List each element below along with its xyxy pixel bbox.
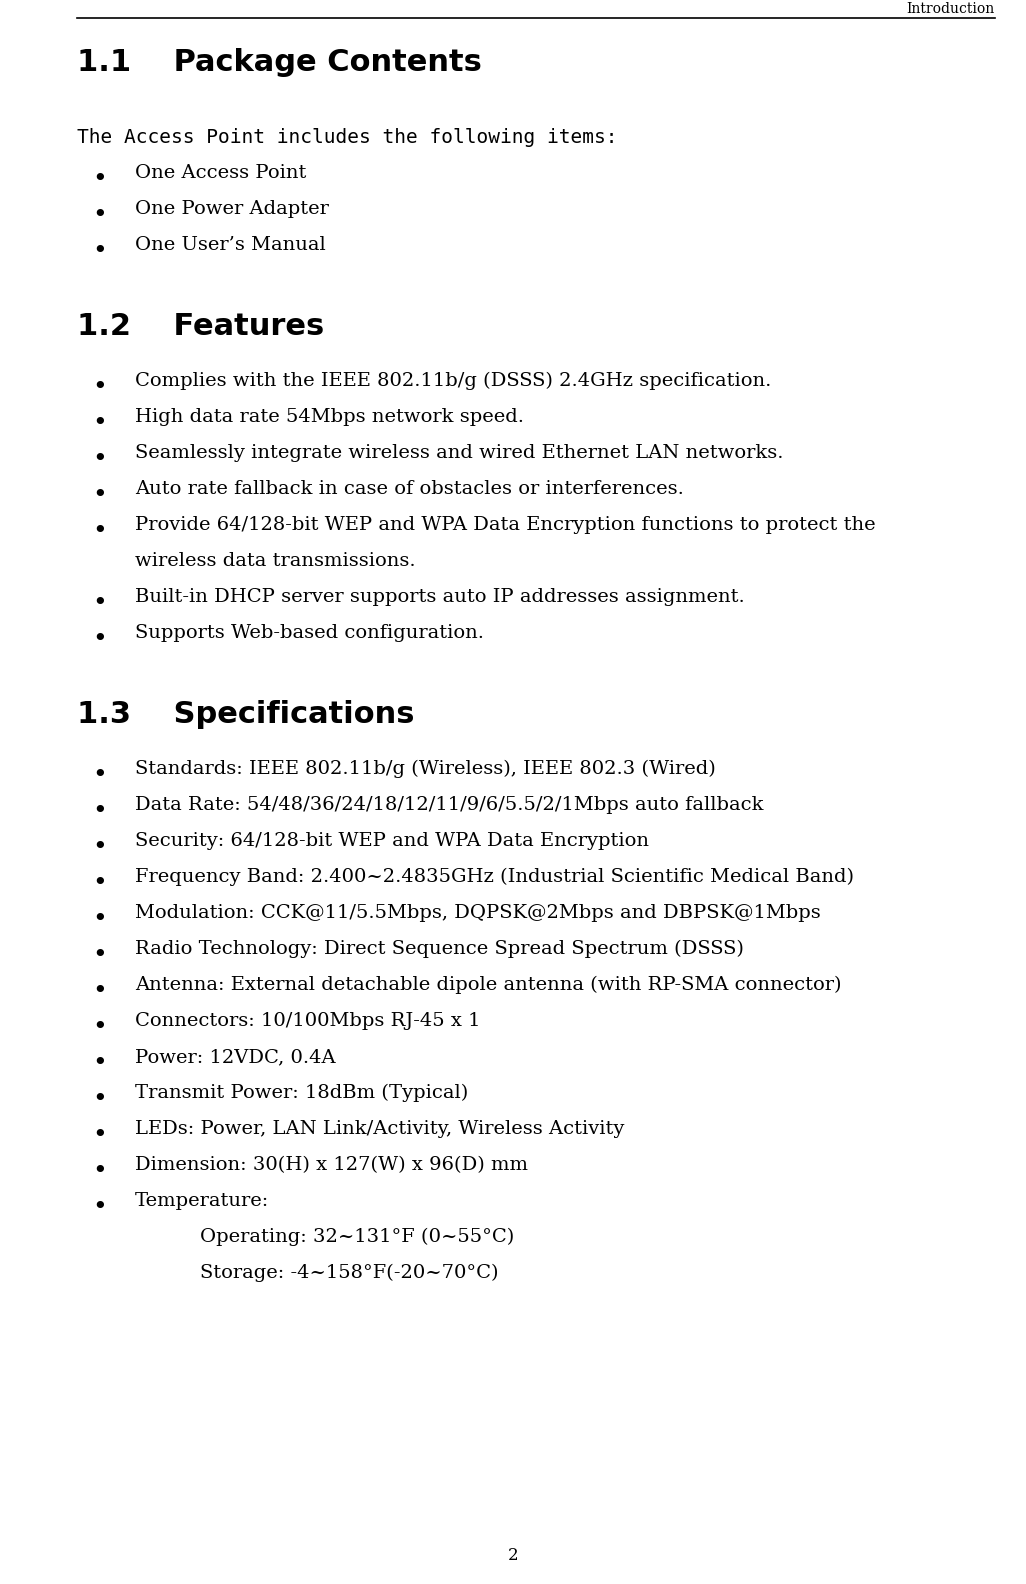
Text: The Access Point includes the following items:: The Access Point includes the following … (77, 128, 618, 147)
Text: Auto rate fallback in case of obstacles or interferences.: Auto rate fallback in case of obstacles … (135, 480, 684, 497)
Text: •: • (92, 980, 108, 1003)
Text: •: • (92, 873, 108, 895)
Text: Connectors: 10/100Mbps RJ-45 x 1: Connectors: 10/100Mbps RJ-45 x 1 (135, 1012, 480, 1030)
Text: Temperature:: Temperature: (135, 1193, 269, 1210)
Text: •: • (92, 485, 108, 507)
Text: •: • (92, 1125, 108, 1147)
Text: •: • (92, 627, 108, 651)
Text: •: • (92, 1196, 108, 1220)
Text: 2: 2 (508, 1546, 518, 1563)
Text: 1.3    Specifications: 1.3 Specifications (77, 700, 415, 729)
Text: Transmit Power: 18dBm (Typical): Transmit Power: 18dBm (Typical) (135, 1083, 468, 1102)
Text: •: • (92, 1088, 108, 1110)
Text: •: • (92, 168, 108, 192)
Text: Storage: -4~158°F(-20~70°C): Storage: -4~158°F(-20~70°C) (200, 1264, 499, 1283)
Text: •: • (92, 836, 108, 859)
Text: •: • (92, 1052, 108, 1076)
Text: •: • (92, 412, 108, 436)
Text: •: • (92, 592, 108, 615)
Text: Supports Web-based configuration.: Supports Web-based configuration. (135, 624, 484, 642)
Text: Security: 64/128-bit WEP and WPA Data Encryption: Security: 64/128-bit WEP and WPA Data En… (135, 832, 649, 851)
Text: One User’s Manual: One User’s Manual (135, 236, 325, 253)
Text: LEDs: Power, LAN Link/Activity, Wireless Activity: LEDs: Power, LAN Link/Activity, Wireless… (135, 1120, 625, 1137)
Text: Dimension: 30(H) x 127(W) x 96(D) mm: Dimension: 30(H) x 127(W) x 96(D) mm (135, 1156, 528, 1174)
Text: •: • (92, 520, 108, 543)
Text: •: • (92, 908, 108, 931)
Text: •: • (92, 944, 108, 966)
Text: Data Rate: 54/48/36/24/18/12/11/9/6/5.5/2/1Mbps auto fallback: Data Rate: 54/48/36/24/18/12/11/9/6/5.5/… (135, 797, 763, 814)
Text: Radio Technology: Direct Sequence Spread Spectrum (DSSS): Radio Technology: Direct Sequence Spread… (135, 939, 744, 958)
Text: Complies with the IEEE 802.11b/g (DSSS) 2.4GHz specification.: Complies with the IEEE 802.11b/g (DSSS) … (135, 372, 772, 390)
Text: •: • (92, 1015, 108, 1039)
Text: Seamlessly integrate wireless and wired Ethernet LAN networks.: Seamlessly integrate wireless and wired … (135, 444, 784, 463)
Text: 1.2    Features: 1.2 Features (77, 312, 324, 341)
Text: High data rate 54Mbps network speed.: High data rate 54Mbps network speed. (135, 409, 530, 426)
Text: Frequency Band: 2.400~2.4835GHz (Industrial Scientific Medical Band): Frequency Band: 2.400~2.4835GHz (Industr… (135, 868, 854, 887)
Text: Operating: 32~131°F (0~55°C): Operating: 32~131°F (0~55°C) (200, 1228, 514, 1247)
Text: •: • (92, 241, 108, 263)
Text: •: • (92, 1159, 108, 1183)
Text: Power: 12VDC, 0.4A: Power: 12VDC, 0.4A (135, 1049, 336, 1066)
Text: •: • (92, 448, 108, 470)
Text: Antenna: External detachable dipole antenna (with RP-SMA connector): Antenna: External detachable dipole ante… (135, 976, 841, 995)
Text: Introduction: Introduction (907, 2, 995, 16)
Text: Standards: IEEE 802.11b/g (Wireless), IEEE 802.3 (Wired): Standards: IEEE 802.11b/g (Wireless), IE… (135, 760, 716, 778)
Text: 1.1    Package Contents: 1.1 Package Contents (77, 48, 482, 78)
Text: Modulation: CCK@11/5.5Mbps, DQPSK@2Mbps and DBPSK@1Mbps: Modulation: CCK@11/5.5Mbps, DQPSK@2Mbps … (135, 904, 821, 922)
Text: One Power Adapter: One Power Adapter (135, 200, 329, 219)
Text: •: • (92, 375, 108, 399)
Text: One Access Point: One Access Point (135, 165, 307, 182)
Text: •: • (92, 800, 108, 824)
Text: •: • (92, 204, 108, 227)
Text: Provide 64/128-bit WEP and WPA Data Encryption functions to protect the: Provide 64/128-bit WEP and WPA Data Encr… (135, 516, 875, 534)
Text: wireless data transmissions.: wireless data transmissions. (135, 551, 416, 570)
Text: Built-in DHCP server supports auto IP addresses assignment.: Built-in DHCP server supports auto IP ad… (135, 588, 745, 607)
Text: •: • (92, 763, 108, 787)
